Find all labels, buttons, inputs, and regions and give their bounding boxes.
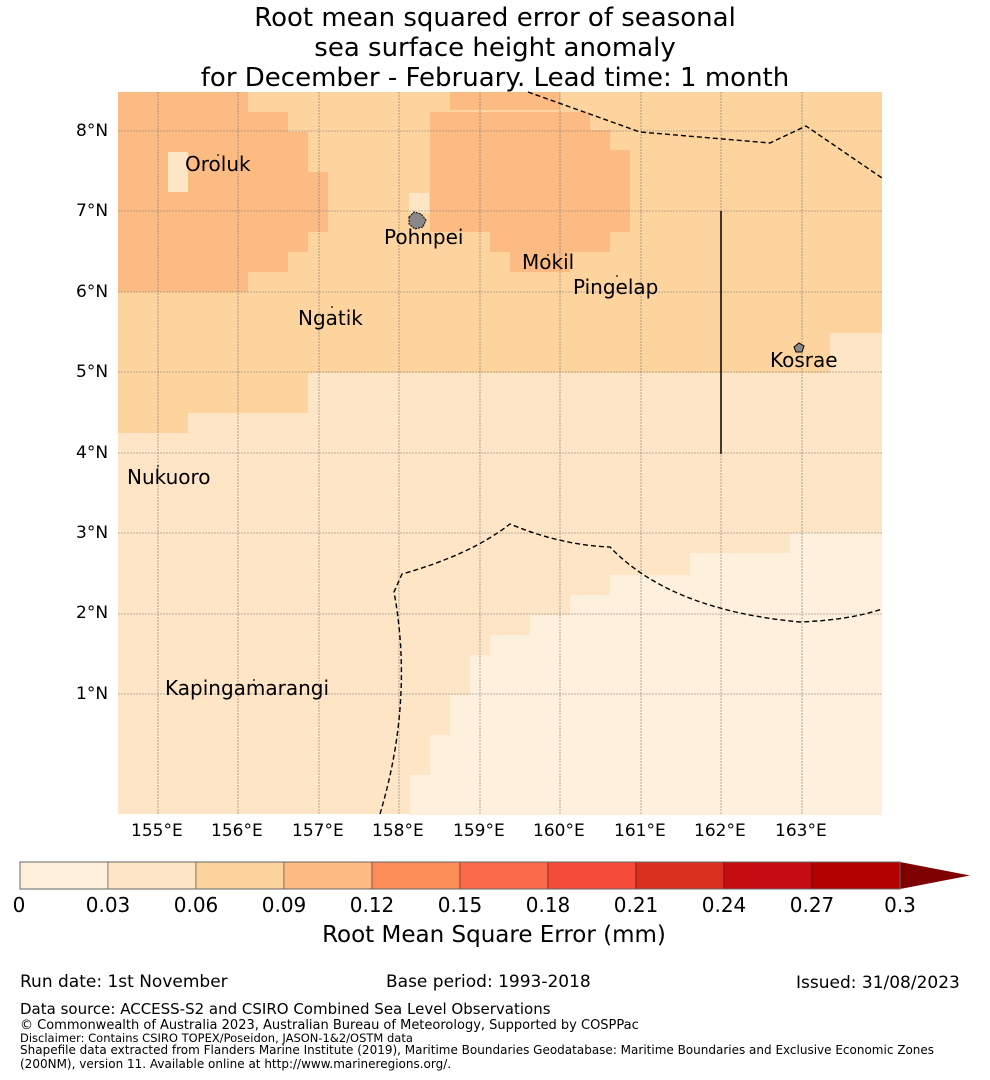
- rmse-cell: [308, 373, 388, 393]
- map-canvas: [19, 91, 970, 890]
- ngatik-atoll-dot: [331, 306, 333, 308]
- colorbar-extend-arrow: [900, 862, 970, 889]
- place-label-kapingamarangi: Kapingamarangi: [165, 676, 330, 700]
- colorbar-outline: [19, 861, 901, 890]
- lon-tick-label: 160°E: [533, 821, 585, 841]
- place-label-oroluk: Oroluk: [185, 152, 251, 176]
- rmse-cell: [510, 150, 630, 232]
- colorbar-tick-label: 0.3: [884, 893, 916, 917]
- rmse-cell: [450, 695, 470, 815]
- rmse-cell: [248, 112, 288, 272]
- islands: [157, 154, 805, 681]
- place-label-nukuoro: Nukuoro: [127, 465, 211, 489]
- colorbar-segment: [19, 861, 109, 890]
- place-label-kosrae: Kosrae: [770, 348, 838, 372]
- colorbar-tick-label: 0.15: [437, 893, 483, 917]
- colorbar-segment: [723, 861, 813, 890]
- map-title-line-1: Root mean squared error of seasonal: [254, 3, 736, 33]
- data-source: Data source: ACCESS-S2 and CSIRO Combine…: [20, 1000, 551, 1018]
- run-date: Run date: 1st November: [20, 972, 228, 992]
- kosrae-island-icon: [793, 342, 805, 353]
- eez-boundaries: [379, 91, 883, 815]
- lon-tick-label: 157°E: [292, 821, 344, 841]
- lon-tick-label: 156°E: [211, 821, 263, 841]
- colorbar-tick-label: 0.27: [789, 893, 835, 917]
- rmse-cell: [118, 373, 188, 433]
- lat-tick-label: 6°N: [76, 282, 109, 302]
- colorbar-tick-label: 0: [12, 893, 26, 917]
- lon-tick-label: 158°E: [372, 821, 424, 841]
- lat-tick-label: 7°N: [76, 201, 109, 221]
- kapingamarangi-atoll-dot: [253, 679, 255, 681]
- rmse-cell: [570, 595, 610, 815]
- rmse-cell: [790, 533, 882, 815]
- shapefile-credit-cont: (200NM), version 11. Available online at…: [20, 1057, 452, 1071]
- map-title-line-2: sea surface height anomaly: [314, 33, 676, 63]
- colorbar-segment: [811, 861, 901, 890]
- colorbar-tick-label: 0.06: [173, 893, 219, 917]
- rmse-cell: [510, 252, 570, 272]
- copyright: © Commonwealth of Australia 2023, Austra…: [20, 1018, 639, 1033]
- issued-date: Issued: 31/08/2023: [796, 973, 960, 993]
- rmse-cell: [830, 333, 882, 373]
- place-label-ngatik: Ngatik: [298, 306, 363, 330]
- lat-tick-label: 5°N: [76, 362, 109, 382]
- lon-tick-label: 155°E: [131, 821, 183, 841]
- lon-tick-label: 159°E: [453, 821, 505, 841]
- graticule: [118, 92, 882, 814]
- colorbar-title: Root Mean Square Error (mm): [322, 922, 666, 948]
- lon-tick-label: 161°E: [614, 821, 666, 841]
- rmse-cell: [188, 373, 308, 413]
- colorbar-tick-label: 0.03: [85, 893, 131, 917]
- place-label-pohnpei: Pohnpei: [384, 225, 464, 249]
- rmse-cell: [308, 172, 328, 232]
- lat-tick-label: 1°N: [76, 684, 109, 704]
- lon-tick-label: 162°E: [694, 821, 746, 841]
- disclaimer: Disclaimer: Contains CSIRO TOPEX/Poseido…: [20, 1031, 413, 1045]
- colorbar-segment: [547, 861, 637, 890]
- eez-boundary-south: [379, 523, 883, 815]
- pohnpei-island-icon: [408, 211, 427, 230]
- eez-boundary-north: [527, 91, 883, 179]
- colorbar-tick-label: 0.09: [261, 893, 307, 917]
- colorbar-segment: [371, 861, 461, 890]
- shapefile-credit: Shapefile data extracted from Flanders M…: [20, 1043, 935, 1057]
- lat-tick-label: 2°N: [76, 603, 109, 623]
- rmse-cell: [450, 92, 560, 110]
- rmse-cell: [288, 132, 308, 252]
- colorbar-tick-label: 0.18: [525, 893, 571, 917]
- place-label-mokil: Mokil: [522, 250, 575, 274]
- lat-tick-label: 8°N: [76, 121, 109, 141]
- lat-tick-label: 4°N: [76, 443, 109, 463]
- colorbar-segment: [195, 861, 285, 890]
- colorbar-tick-label: 0.12: [349, 893, 395, 917]
- map-title-line-3: for December - February. Lead time: 1 mo…: [200, 63, 790, 93]
- lat-tick-label: 3°N: [76, 523, 109, 543]
- colorbar-segment: [459, 861, 549, 890]
- rmse-cell: [410, 775, 430, 815]
- colorbar-segment: [107, 861, 197, 890]
- colorbar-tick-label: 0.21: [613, 893, 659, 917]
- nukuoro-atoll-dot: [157, 465, 159, 467]
- rmse-cell: [430, 735, 450, 815]
- colorbar-segment: [635, 861, 725, 890]
- rmse-cell: [409, 193, 429, 213]
- lon-tick-label: 163°E: [775, 821, 827, 841]
- rmse-cell: [690, 553, 790, 815]
- rmse-cell: [490, 230, 610, 252]
- mokil-atoll-dot: [547, 254, 549, 256]
- rmse-grid: [118, 92, 882, 815]
- rmse-cell: [530, 615, 570, 815]
- colorbar-tick-label: 0.24: [701, 893, 747, 917]
- base-period: Base period: 1993-2018: [386, 972, 591, 992]
- oroluk-atoll-dot: [217, 154, 219, 156]
- rmse-cell: [610, 575, 690, 815]
- colorbar-segment: [283, 861, 373, 890]
- rmse-cell: [168, 152, 188, 192]
- pingelap-atoll-dot: [616, 275, 618, 277]
- colorbar: [19, 861, 970, 890]
- place-label-pingelap: Pingelap: [573, 275, 659, 299]
- rmse-cell: [490, 635, 530, 815]
